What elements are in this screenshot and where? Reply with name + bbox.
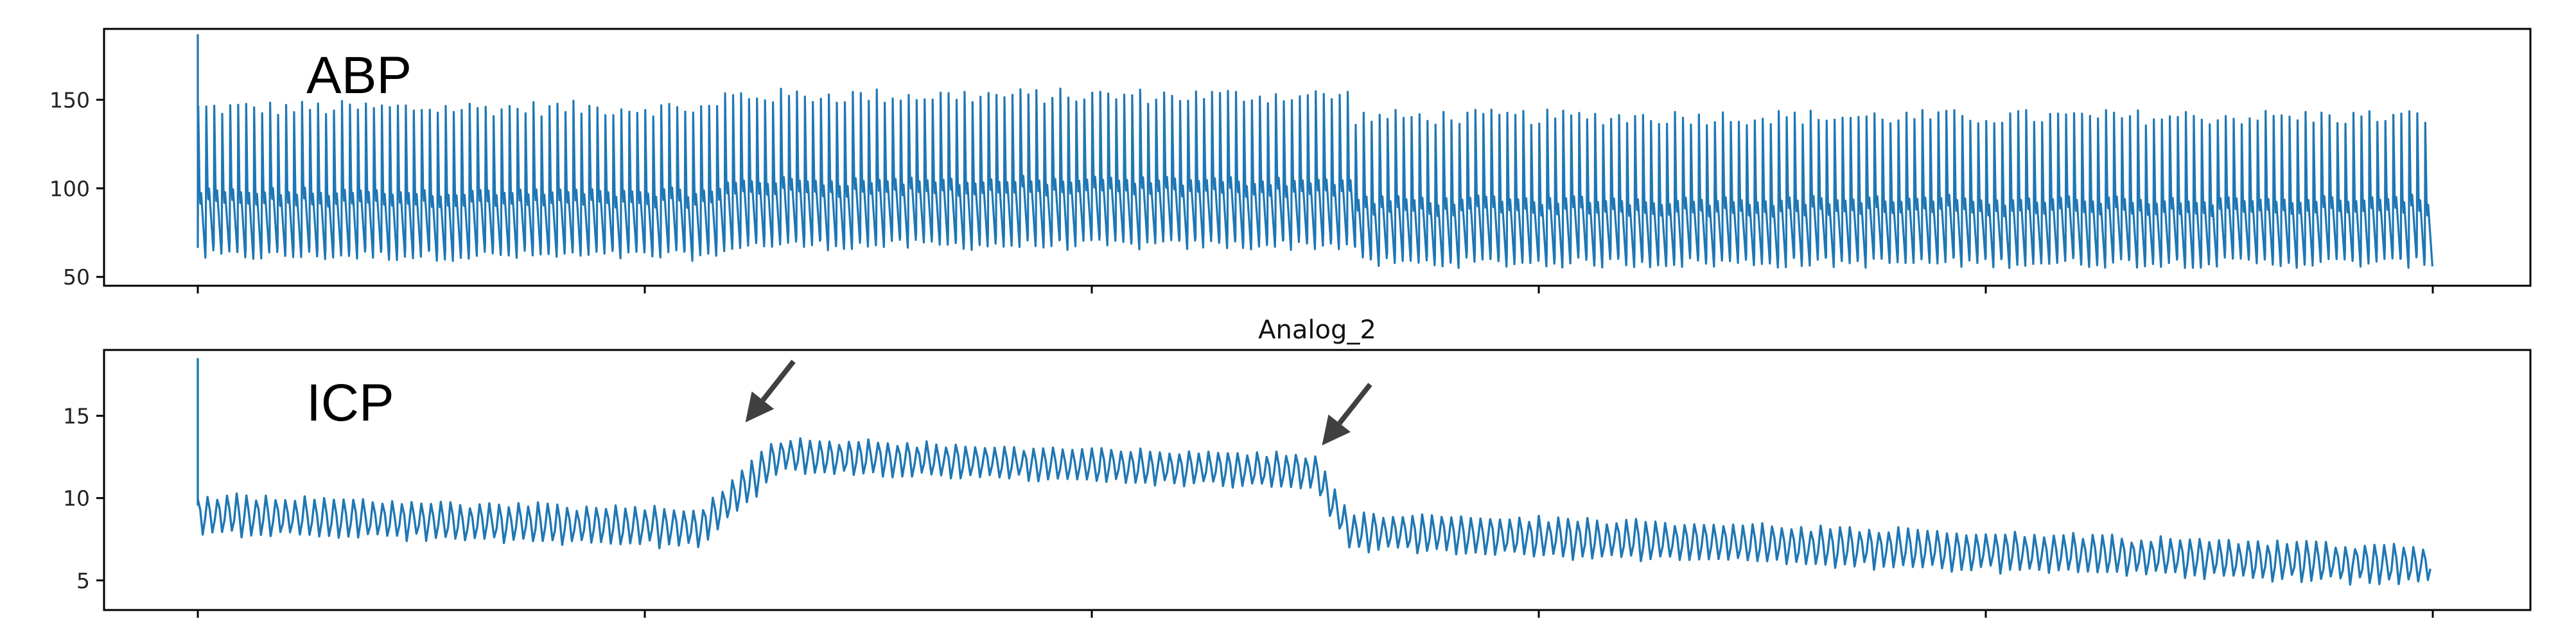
- abp-plot-frame: [103, 28, 2532, 287]
- y-tick-label: 100: [49, 176, 90, 201]
- y-tick-label: 150: [49, 87, 90, 112]
- icp-y-axis: 5 10 15: [63, 404, 104, 593]
- abp-x-axis: [197, 286, 2434, 293]
- icp-panel-label: ICP: [306, 374, 394, 432]
- y-tick-label: 5: [76, 568, 90, 593]
- icp-plot-frame: [103, 349, 2532, 611]
- y-tick-label: 50: [63, 265, 90, 290]
- icp-series-line: [197, 358, 2431, 586]
- icp-panel: Analog_2 ICP 5 10 15: [63, 315, 2532, 618]
- icp-x-axis: [197, 610, 2434, 618]
- y-tick-label: 15: [63, 404, 90, 429]
- abp-panel: ABP 50 100 150: [49, 28, 2532, 293]
- abp-panel-label: ABP: [306, 46, 412, 105]
- arrow-icon: [745, 360, 796, 423]
- abp-y-axis: 50 100 150: [49, 87, 104, 290]
- arrow-icon: [1322, 383, 1372, 446]
- icp-subtitle: Analog_2: [1258, 315, 1376, 345]
- y-tick-label: 10: [63, 486, 90, 511]
- icp-annotations: [745, 360, 1372, 446]
- abp-series-line: [197, 34, 2433, 269]
